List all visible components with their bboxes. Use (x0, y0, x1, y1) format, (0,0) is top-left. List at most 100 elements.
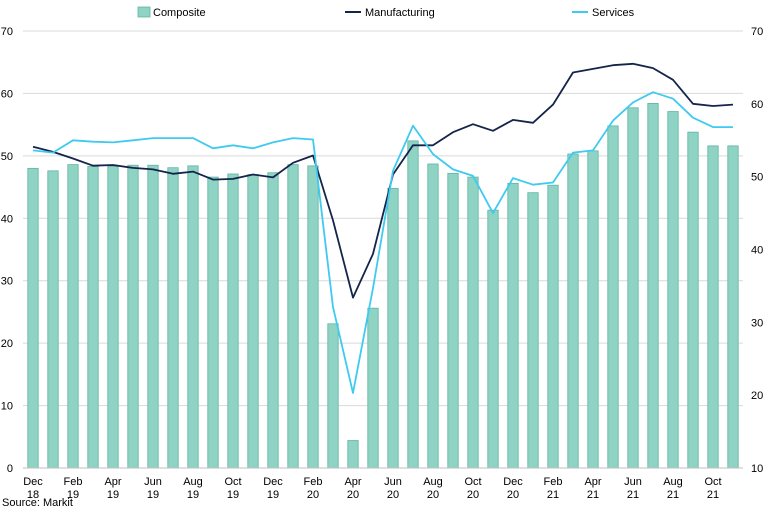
right-tick-label: 50 (751, 172, 763, 184)
composite-bar (607, 125, 619, 469)
left-tick-label: 20 (1, 338, 13, 350)
x-tick-label: Aug (183, 476, 203, 488)
left-tick-label: 60 (1, 88, 13, 100)
composite-bar (287, 164, 299, 469)
right-axis-ticks: 10 20 30 40 50 60 70 (751, 26, 763, 475)
x-tick-label-year: 19 (147, 489, 159, 501)
services-line (32, 91, 733, 394)
x-tick-label: Feb (304, 476, 323, 488)
left-tick-label: 30 (1, 276, 13, 288)
left-tick-label: 50 (1, 151, 13, 163)
x-tick-label-year: 19 (187, 489, 199, 501)
legend-label-services: Services (592, 7, 635, 19)
composite-bar (647, 103, 659, 469)
x-axis-ticks: Dec18Feb19Apr19Jun19Aug19Oct19Dec19Feb20… (23, 476, 721, 501)
composite-bar (347, 440, 359, 469)
composite-bar (707, 145, 719, 469)
composite-bar (67, 164, 79, 469)
x-tick-label: Oct (224, 476, 241, 488)
x-tick-label: Dec (263, 476, 283, 488)
x-tick-label: Feb (544, 476, 563, 488)
x-tick-label-year: 20 (507, 489, 519, 501)
left-tick-label: 70 (1, 26, 13, 38)
composite-bar (167, 167, 179, 469)
composite-bar (227, 173, 239, 469)
composite-bar (367, 307, 379, 469)
composite-bars (27, 103, 739, 469)
composite-bar (107, 166, 119, 469)
left-tick-label: 10 (1, 401, 13, 413)
composite-bar (427, 163, 439, 469)
composite-bar (307, 165, 319, 469)
right-tick-label: 30 (751, 317, 763, 329)
manufacturing-line (32, 62, 734, 299)
composite-bar (387, 187, 399, 469)
x-tick-label-year: 20 (467, 489, 479, 501)
x-tick-label-year: 21 (547, 489, 559, 501)
legend: Composite Manufacturing Services (137, 6, 635, 19)
legend-label-manufacturing: Manufacturing (365, 7, 435, 19)
x-tick-label: Feb (64, 476, 83, 488)
x-tick-label-year: 21 (707, 489, 719, 501)
composite-bar (327, 323, 339, 469)
left-axis-ticks: 0 10 20 30 40 50 60 70 (1, 26, 13, 475)
right-tick-label: 70 (751, 26, 763, 38)
x-tick-label-year: 19 (107, 489, 119, 501)
composite-bar (147, 164, 159, 469)
composite-bar (727, 145, 739, 469)
right-tick-label: 40 (751, 245, 763, 257)
composite-bar (207, 176, 219, 469)
gridlines (23, 30, 743, 407)
x-tick-label-year: 20 (387, 489, 399, 501)
source-note: Source: Markit (2, 497, 73, 509)
composite-bar (507, 182, 519, 469)
x-tick-label: Aug (423, 476, 443, 488)
composite-bar (567, 153, 579, 469)
composite-bar (467, 176, 479, 469)
x-tick-label-year: 21 (667, 489, 679, 501)
right-tick-label: 20 (751, 390, 763, 402)
x-tick-label: Jun (624, 476, 642, 488)
composite-bar (47, 170, 59, 469)
x-tick-label-year: 20 (427, 489, 439, 501)
x-tick-label: Aug (663, 476, 683, 488)
x-tick-label-year: 21 (587, 489, 599, 501)
right-tick-label: 10 (751, 463, 763, 475)
x-tick-label-year: 19 (267, 489, 279, 501)
x-tick-label-year: 21 (627, 489, 639, 501)
x-tick-label: Dec (503, 476, 523, 488)
composite-bar (27, 167, 39, 469)
composite-bar (627, 107, 639, 469)
left-tick-label: 40 (1, 213, 13, 225)
x-tick-label: Oct (704, 476, 721, 488)
composite-bar (587, 150, 599, 469)
composite-bar (527, 192, 539, 469)
composite-bar (687, 131, 699, 469)
composite-bar (547, 184, 559, 469)
x-tick-label: Jun (384, 476, 402, 488)
composite-bar (487, 209, 499, 469)
composite-bar (447, 172, 459, 469)
x-tick-label: Oct (464, 476, 481, 488)
composite-bar (247, 174, 259, 469)
composite-bar (87, 166, 99, 469)
x-tick-label: Apr (344, 476, 361, 488)
x-tick-label: Jun (144, 476, 162, 488)
x-tick-label-year: 18 (27, 489, 39, 501)
x-tick-label: Apr (104, 476, 121, 488)
composite-bar (187, 165, 199, 469)
x-tick-label-year: 19 (67, 489, 79, 501)
x-tick-label-year: 19 (227, 489, 239, 501)
left-tick-label: 0 (7, 463, 13, 475)
series-lines (32, 62, 734, 394)
composite-bar (127, 164, 139, 469)
legend-swatch-composite (137, 6, 151, 18)
x-tick-label-year: 20 (347, 489, 359, 501)
right-tick-label: 60 (751, 99, 763, 111)
composite-bar (267, 172, 279, 469)
composite-bar (667, 111, 679, 469)
x-tick-label: Apr (584, 476, 601, 488)
x-tick-label: Dec (23, 476, 43, 488)
x-tick-label-year: 20 (307, 489, 319, 501)
